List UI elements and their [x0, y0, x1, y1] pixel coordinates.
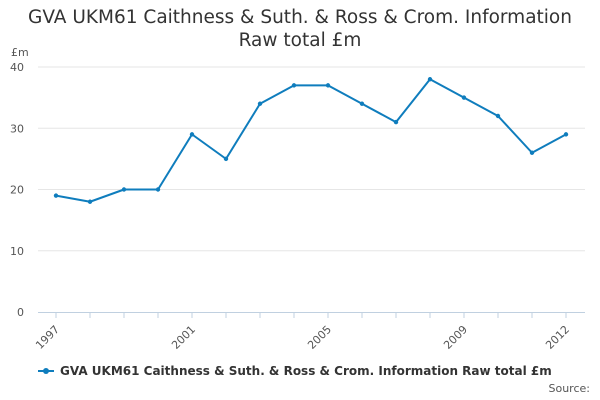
data-point-2001[interactable]: [189, 132, 195, 137]
source-label[interactable]: Source:: [548, 382, 591, 395]
y-tick-label: 30: [10, 122, 24, 135]
x-tick-label: 2012: [543, 323, 572, 352]
y-tick-label: 0: [17, 306, 24, 319]
y-tick-label: 40: [10, 61, 24, 74]
x-axis-ticks: 1997 2001 2005 2009 2012: [33, 323, 572, 352]
data-point-2008[interactable]: [427, 77, 433, 82]
data-series: [53, 77, 569, 204]
y-axis-label: £m: [11, 46, 29, 59]
legend-label: GVA UKM61 Caithness & Suth. & Ross & Cro…: [60, 364, 552, 378]
chart-title-line-2: Raw total £m: [238, 30, 362, 51]
data-point-2004[interactable]: [291, 83, 297, 88]
legend[interactable]: GVA UKM61 Caithness & Suth. & Ross & Cro…: [38, 364, 552, 378]
data-point-2007[interactable]: [393, 119, 399, 125]
data-point-2012[interactable]: [563, 132, 569, 137]
y-tick-label: 10: [10, 245, 24, 258]
data-point-2010[interactable]: [495, 113, 501, 119]
x-tick-label: 2005: [305, 323, 334, 352]
y-tick-label: 20: [10, 184, 24, 197]
chart-title-line-1: GVA UKM61 Caithness & Suth. & Ross & Cro…: [28, 7, 572, 28]
data-point-2006[interactable]: [359, 101, 365, 106]
data-point-2000[interactable]: [155, 187, 161, 192]
legend-line-marker-icon: [38, 366, 54, 376]
x-tick-label: 1997: [33, 323, 62, 352]
data-point-1997[interactable]: [53, 193, 59, 198]
x-tick-label: 2001: [169, 323, 198, 352]
data-point-2009[interactable]: [461, 95, 467, 100]
x-axis: [38, 312, 585, 318]
data-point-1998[interactable]: [87, 199, 93, 204]
data-point-2003[interactable]: [257, 101, 263, 106]
series-line: [55, 78, 567, 203]
y-axis-ticks: 0 10 20 30 40: [10, 61, 24, 319]
data-point-2005[interactable]: [325, 83, 331, 88]
data-point-2002[interactable]: [223, 156, 229, 162]
x-tick-label: 2009: [441, 323, 470, 352]
gridlines: [38, 66, 585, 252]
chart-title: GVA UKM61 Caithness & Suth. & Ross & Cro…: [0, 6, 600, 52]
data-point-1999[interactable]: [121, 187, 127, 192]
data-point-2011[interactable]: [529, 150, 535, 155]
